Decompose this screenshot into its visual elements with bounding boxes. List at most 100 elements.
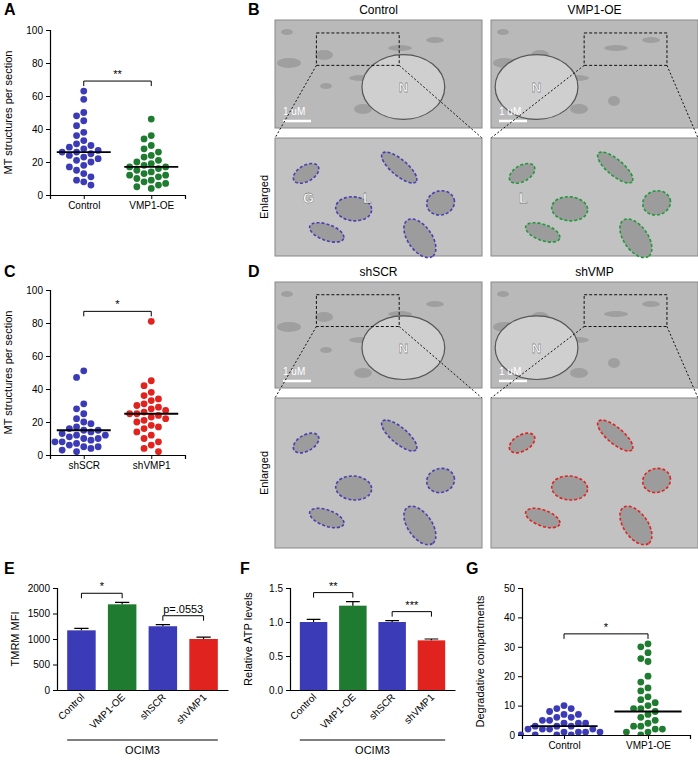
dot bbox=[73, 122, 80, 129]
panel-letter: B bbox=[248, 1, 260, 18]
organelle bbox=[307, 219, 346, 246]
image-title: shSCR bbox=[359, 265, 397, 279]
dot bbox=[148, 397, 155, 404]
dot bbox=[66, 164, 73, 171]
micrograph bbox=[491, 282, 698, 388]
panel-letter: A bbox=[4, 1, 16, 18]
dot bbox=[80, 145, 87, 152]
dot bbox=[80, 129, 87, 136]
y-tick-mark bbox=[53, 665, 57, 666]
dot bbox=[645, 640, 652, 647]
dot bbox=[630, 723, 637, 730]
x-tick: VMP1-OE bbox=[318, 690, 358, 731]
dot bbox=[141, 154, 148, 161]
y-axis-line bbox=[286, 589, 291, 691]
organelle bbox=[377, 415, 421, 456]
x-tick-label: shVMP1 bbox=[402, 691, 437, 726]
figure: A020406080100MT structures per sectionCo… bbox=[0, 0, 698, 778]
dot bbox=[133, 402, 140, 409]
image-label: N bbox=[399, 80, 408, 95]
dot bbox=[141, 170, 148, 177]
y-tick-label: 40 bbox=[32, 384, 44, 395]
y-tick-mark bbox=[46, 389, 50, 390]
y-tick-label: 30 bbox=[504, 642, 516, 653]
y-tick: 1.5 bbox=[269, 583, 290, 594]
texture bbox=[320, 83, 332, 89]
x-tick: shVMP1 bbox=[174, 690, 209, 726]
panel-letter: D bbox=[248, 263, 260, 280]
image-label: N bbox=[532, 341, 541, 356]
y-tick-mark bbox=[518, 706, 522, 707]
y-axis-title: Relative ATP levels bbox=[242, 592, 254, 686]
dot bbox=[95, 155, 102, 162]
y-axis: 01020304050 bbox=[504, 583, 523, 741]
dot bbox=[133, 183, 140, 190]
texture bbox=[642, 37, 660, 43]
organelle bbox=[290, 429, 322, 457]
dot bbox=[155, 448, 162, 455]
x-tick-label: shSCR bbox=[367, 691, 397, 721]
image-label: N bbox=[532, 80, 541, 95]
micrograph bbox=[275, 20, 482, 128]
y-tick-label: 20 bbox=[32, 157, 44, 168]
y-tick-label: 100 bbox=[26, 285, 43, 296]
error-bar bbox=[307, 619, 321, 622]
organelle bbox=[551, 474, 589, 501]
x-tick-label: VMP1-OE bbox=[87, 691, 127, 731]
median-line bbox=[124, 413, 178, 415]
y-tick-mark bbox=[46, 162, 50, 163]
dot bbox=[162, 172, 169, 179]
dot bbox=[88, 142, 95, 149]
dot bbox=[80, 96, 87, 103]
significance-bracket bbox=[84, 81, 152, 86]
group-label: OCIM3 bbox=[125, 744, 160, 756]
bar-panel: F0.00.51.01.5Relative ATP levelsControlV… bbox=[240, 560, 456, 756]
organelle bbox=[397, 501, 442, 551]
dot bbox=[88, 182, 95, 189]
y-tick: 60 bbox=[32, 91, 50, 102]
dots bbox=[52, 318, 179, 455]
enlarged-micrograph bbox=[491, 398, 698, 548]
x-axis-line bbox=[291, 690, 456, 691]
y-tick: 0 bbox=[509, 730, 522, 741]
panel-letter: E bbox=[4, 560, 15, 577]
dot bbox=[73, 177, 80, 184]
y-tick: 0 bbox=[44, 685, 57, 696]
y-tick: 30 bbox=[504, 642, 522, 653]
error-bar bbox=[385, 621, 399, 622]
x-axis-line bbox=[523, 736, 691, 740]
x-tick: shSCR bbox=[138, 690, 168, 722]
median-line bbox=[57, 429, 111, 431]
micrograph bbox=[275, 282, 482, 388]
y-tick-mark bbox=[46, 63, 50, 64]
significance-label: ** bbox=[113, 68, 122, 80]
texture bbox=[354, 368, 372, 378]
dot bbox=[637, 714, 644, 721]
row-label: Enlarged bbox=[258, 175, 270, 219]
x-tick-label: shVMP1 bbox=[174, 691, 209, 726]
y-tick-label: 1000 bbox=[28, 634, 51, 645]
median-line bbox=[124, 166, 178, 168]
organelle bbox=[424, 465, 457, 495]
y-tick-mark bbox=[46, 96, 50, 97]
dot bbox=[532, 732, 539, 735]
scale-bar-label: 1 uM bbox=[283, 366, 305, 377]
x-tick: VMP1-OE bbox=[626, 735, 671, 751]
dot bbox=[141, 136, 148, 143]
dot bbox=[148, 422, 155, 429]
bar bbox=[149, 626, 178, 690]
y-axis-line bbox=[53, 589, 58, 691]
dot bbox=[148, 442, 155, 449]
error-bar bbox=[346, 602, 360, 606]
y-axis-line bbox=[46, 291, 51, 456]
y-tick: 100 bbox=[26, 285, 50, 296]
dot bbox=[80, 170, 87, 177]
dot bbox=[659, 726, 666, 733]
x-tick-label: Control bbox=[56, 691, 87, 722]
x-tick-mark bbox=[84, 195, 85, 199]
x-tick-label: VMP1-OE bbox=[318, 691, 358, 731]
error-bar bbox=[115, 602, 129, 604]
scale-bar-label: 1 uM bbox=[499, 366, 521, 377]
dot bbox=[561, 711, 568, 718]
bar bbox=[189, 639, 218, 690]
